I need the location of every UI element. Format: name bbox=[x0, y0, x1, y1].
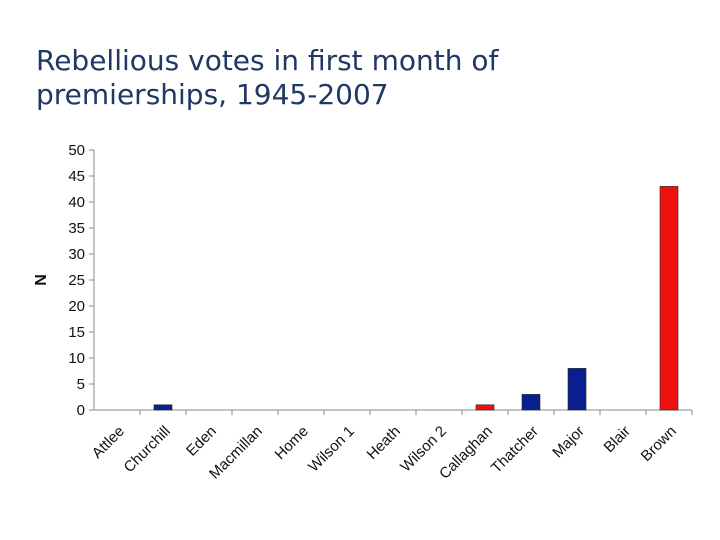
y-tick-label: 0 bbox=[77, 402, 85, 419]
y-tick-label: 30 bbox=[68, 246, 85, 263]
chart-axes bbox=[89, 149, 693, 415]
bar-callaghan bbox=[475, 404, 495, 411]
x-category-label: Blair bbox=[601, 423, 634, 456]
y-tick-label: 50 bbox=[68, 142, 85, 159]
y-tick-label: 5 bbox=[77, 376, 85, 393]
bar-brown bbox=[659, 186, 679, 411]
y-tick-label: 10 bbox=[68, 350, 85, 367]
bar-major bbox=[567, 368, 587, 411]
y-tick-label: 25 bbox=[68, 272, 85, 289]
x-category-label: Major bbox=[549, 423, 588, 462]
x-category-label: Home bbox=[272, 423, 312, 463]
y-tick-label: 15 bbox=[68, 324, 85, 341]
x-category-label: Thatcher bbox=[488, 423, 542, 477]
chart-bars bbox=[153, 186, 679, 411]
slide-title: Rebellious votes in first month of premi… bbox=[36, 44, 499, 111]
y-tick-label: 40 bbox=[68, 194, 85, 211]
bar-churchill bbox=[153, 404, 173, 411]
x-category-label: Brown bbox=[638, 423, 680, 465]
y-tick-label: 35 bbox=[68, 220, 85, 237]
y-axis-label: N bbox=[33, 274, 50, 286]
x-category-label: Wilson 1 bbox=[305, 423, 358, 476]
y-tick-label: 20 bbox=[68, 298, 85, 315]
bar-thatcher bbox=[521, 394, 541, 411]
x-category-label: Eden bbox=[183, 423, 220, 460]
x-category-label: Attlee bbox=[89, 423, 128, 462]
x-category-label: Heath bbox=[364, 423, 404, 463]
y-tick-label: 45 bbox=[68, 168, 85, 185]
x-category-label: Churchill bbox=[121, 423, 174, 476]
